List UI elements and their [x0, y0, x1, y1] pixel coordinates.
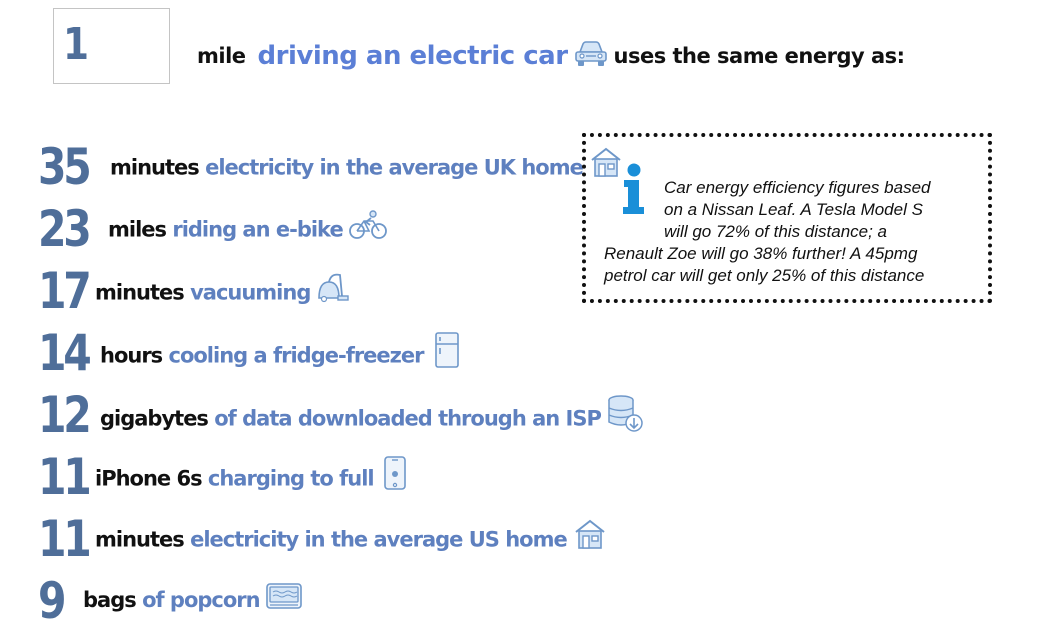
microwave-icon [265, 582, 302, 614]
info-icon [620, 163, 646, 220]
equivalent-row: 23 miles riding an e-bike [38, 200, 387, 258]
equivalent-row: 17 minutes vacuuming [38, 262, 350, 320]
equivalent-value: 35 [38, 138, 92, 196]
vacuum-icon [316, 273, 350, 309]
equivalent-text: gigabytes of data downloaded through an … [100, 395, 643, 437]
info-text: Car energy efficiency figures based on a… [600, 177, 984, 287]
car-icon [574, 41, 608, 71]
headline: mile driving an electric car uses the sa… [197, 38, 905, 74]
equivalent-description: vacuuming [190, 280, 311, 305]
equivalent-value: 9 [38, 572, 67, 630]
equivalent-unit: hours [100, 343, 163, 368]
headline-suffix: uses the same energy as: [613, 44, 906, 68]
equivalent-value: 23 [38, 200, 92, 258]
equivalent-value: 11 [38, 510, 92, 568]
equivalent-unit: iPhone 6s [95, 466, 203, 491]
info-line: petrol car will get only 25% of this dis… [604, 266, 925, 285]
equivalent-row: 11 minutes electricity in the average US… [38, 510, 605, 568]
equivalent-description: of data downloaded through an ISP [214, 406, 602, 431]
equivalent-description: cooling a fridge-freezer [168, 343, 425, 368]
info-line: will go 72% of this distance; a [664, 222, 888, 241]
equivalent-description: charging to full [207, 466, 375, 491]
bicycle-icon [348, 210, 387, 245]
equivalent-row: 11 iPhone 6s charging to full [38, 448, 406, 506]
equivalent-unit: bags [83, 588, 137, 612]
mile-count-input[interactable]: 1 [53, 8, 170, 84]
info-line: Car energy efficiency figures based [664, 178, 931, 197]
equivalent-description: electricity in the average UK home [205, 155, 584, 180]
info-box: Car energy efficiency figures based on a… [582, 133, 992, 303]
info-line: Renault Zoe will go 38% further! A 45pmg [604, 244, 918, 263]
equivalent-value: 17 [38, 262, 92, 320]
equivalent-description: electricity in the average US home [190, 527, 568, 552]
fridge-icon [434, 332, 460, 373]
equivalent-value: 12 [38, 386, 92, 444]
house-icon [589, 147, 623, 183]
equivalent-row: 35 minutes electricity in the average UK… [38, 138, 621, 196]
equivalent-text: miles riding an e-bike [108, 210, 387, 245]
info-line: on a Nissan Leaf. A Tesla Model S [664, 200, 923, 219]
equivalent-text: minutes vacuuming [95, 273, 350, 309]
equivalent-description: riding an e-bike [172, 217, 343, 242]
headline-unit: mile [197, 44, 246, 68]
mile-count-value: 1 [63, 19, 90, 70]
equivalent-unit: gigabytes [100, 406, 209, 431]
equivalent-unit: minutes [95, 527, 185, 552]
database-download-icon [607, 395, 643, 437]
equivalent-text: bags of popcorn [83, 582, 302, 614]
equivalent-unit: minutes [95, 280, 185, 305]
equivalent-text: hours cooling a fridge-freezer [100, 332, 460, 373]
equivalent-unit: miles [108, 217, 167, 242]
equivalent-text: minutes electricity in the average UK ho… [110, 147, 623, 183]
equivalent-row: 9 bags of popcorn [38, 572, 302, 630]
equivalent-value: 14 [38, 324, 92, 382]
equivalent-unit: minutes [110, 155, 200, 180]
equivalent-text: iPhone 6s charging to full [95, 456, 406, 495]
equivalent-row: 12 gigabytes of data downloaded through … [38, 386, 643, 444]
phone-icon [383, 456, 406, 495]
headline-activity: driving an electric car [257, 41, 568, 71]
house-icon [573, 519, 607, 555]
equivalent-text: minutes electricity in the average US ho… [95, 519, 607, 555]
equivalent-value: 11 [38, 448, 92, 506]
equivalent-description: of popcorn [142, 588, 261, 612]
equivalent-row: 14 hours cooling a fridge-freezer [38, 324, 459, 382]
